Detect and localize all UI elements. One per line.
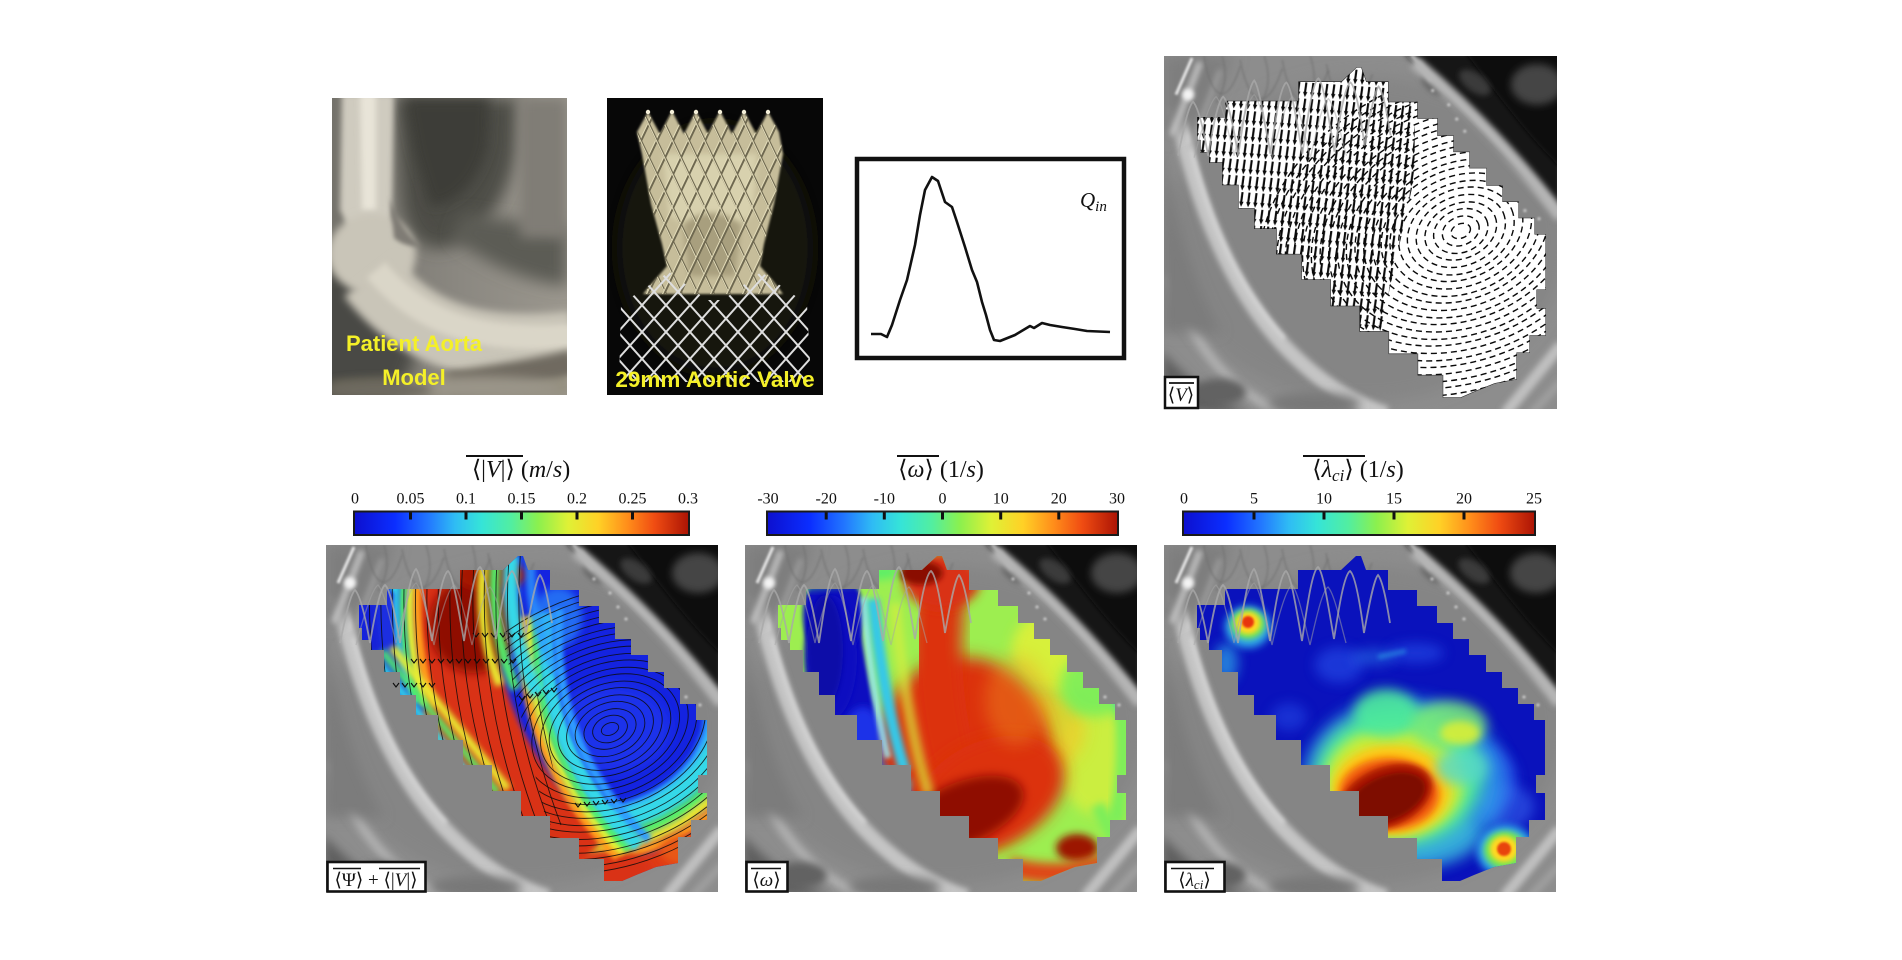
svg-text:⟨ω⟩ (1/s): ⟨ω⟩ (1/s) (898, 457, 984, 483)
svg-text:20: 20 (1456, 491, 1472, 508)
svg-text:0.1: 0.1 (456, 491, 476, 508)
svg-text:-20: -20 (816, 491, 837, 508)
svg-text:0.05: 0.05 (397, 491, 425, 508)
svg-text:25: 25 (1526, 491, 1542, 508)
svg-text:0: 0 (939, 491, 947, 508)
svg-text:0.15: 0.15 (508, 491, 536, 508)
svg-text:-10: -10 (874, 491, 895, 508)
svg-text:5: 5 (1250, 491, 1258, 508)
svg-text:-30: -30 (757, 491, 778, 508)
svg-text:Model: Model (382, 365, 446, 390)
svg-text:0.2: 0.2 (567, 491, 587, 508)
svg-text:⟨λci⟩: ⟨λci⟩ (1178, 870, 1210, 892)
svg-text:⟨|V|⟩ (m/s): ⟨|V|⟩ (m/s) (472, 457, 570, 483)
svg-text:Patient Aorta: Patient Aorta (346, 331, 483, 356)
svg-text:0.25: 0.25 (619, 491, 647, 508)
svg-text:0.3: 0.3 (678, 491, 698, 508)
svg-text:20: 20 (1051, 491, 1067, 508)
svg-text:29mm Aortic Valve: 29mm Aortic Valve (615, 367, 814, 392)
svg-text:10: 10 (1316, 491, 1332, 508)
svg-text:15: 15 (1386, 491, 1402, 508)
svg-text:30: 30 (1109, 491, 1125, 508)
svg-text:⟨ω⟩: ⟨ω⟩ (752, 870, 780, 891)
svg-text:10: 10 (993, 491, 1009, 508)
svg-text:0: 0 (351, 491, 359, 508)
svg-text:0: 0 (1180, 491, 1188, 508)
svg-text:⟨λci⟩ (1/s): ⟨λci⟩ (1/s) (1312, 457, 1403, 485)
svg-text:⟨V⟩: ⟨V⟩ (1168, 385, 1194, 406)
svg-text:⟨Ψ⟩ + ⟨|V|⟩: ⟨Ψ⟩ + ⟨|V|⟩ (334, 870, 417, 891)
